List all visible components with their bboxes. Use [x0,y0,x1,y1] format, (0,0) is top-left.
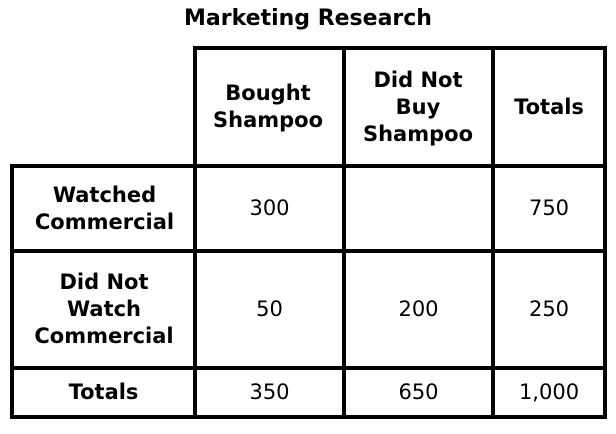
table-title: Marketing Research [184,6,432,31]
table-border-col1 [193,46,197,419]
table-border-col3 [491,46,495,419]
row-header-did-not-watch: Did Not Watch Commercial [34,270,174,348]
cell-not-watched-total: 250 [528,297,570,321]
column-header-not-bought: Did Not Buy Shampoo [362,67,473,146]
cell-totals-not-bought: 650 [398,380,439,404]
cell-not-watched-not-bought: 200 [398,297,439,321]
cell-watched-bought: 300 [249,196,290,220]
table-border-bottom [10,415,607,419]
column-header-totals: Totals [514,94,584,119]
cell-grand-total: 1,000 [518,380,580,404]
table-border-row1 [10,164,607,168]
row-header-totals: Totals [68,380,139,404]
cell-watched-total: 750 [528,196,570,220]
cell-watched-not-bought [346,168,491,249]
table-border-left [10,164,14,419]
cell-totals-bought: 350 [249,380,290,404]
table-border-row2 [10,249,607,253]
table-border-top [193,46,607,50]
table-border-row3 [10,366,607,370]
table-border-col2 [342,46,346,419]
row-header-watched: Watched Commercial [34,182,175,234]
column-header-bought: Bought Shampoo [213,81,324,132]
cell-not-watched-bought: 50 [256,297,283,321]
table-border-right [603,46,607,419]
